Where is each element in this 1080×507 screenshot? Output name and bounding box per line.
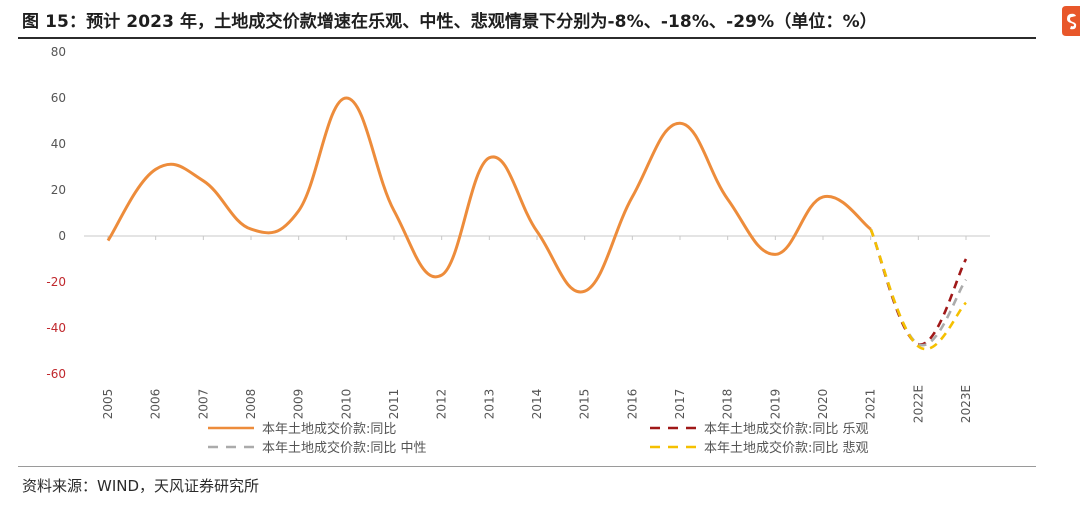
x-tick-label: 2011 <box>387 389 401 420</box>
x-tick-label: 2017 <box>673 389 687 420</box>
x-tick-label: 2012 <box>435 389 449 420</box>
chart-title: 图 15：预计 2023 年，土地成交价款增速在乐观、中性、悲观情景下分别为-8… <box>22 12 877 32</box>
x-tick-label: 2019 <box>768 389 782 420</box>
footer-divider <box>18 466 1036 467</box>
y-axis-ticks: 80 60 40 20 0 -20 -40 -60 <box>46 45 66 381</box>
x-axis: 2005 2006 2007 2008 2009 2010 2011 2012 2013 2014… <box>84 235 990 423</box>
x-tick-label: 2006 <box>149 389 163 420</box>
legend-label-2: 本年土地成交价款:同比 中性 <box>262 440 427 456</box>
y-tick-label: 20 <box>51 183 66 197</box>
x-tick-label: 2010 <box>339 389 353 420</box>
legend-label-3: 本年土地成交价款:同比 悲观 <box>704 440 869 456</box>
y-tick-label: -60 <box>46 367 66 381</box>
source-note: 资料来源：WIND，天风证券研究所 <box>22 477 260 495</box>
x-tick-label: 2015 <box>578 389 592 420</box>
y-tick-label: -20 <box>46 275 66 289</box>
x-tick-label: 2020 <box>816 389 830 420</box>
series-line-1 <box>869 228 968 346</box>
y-tick-label: 40 <box>51 137 66 151</box>
x-tick-label: 2016 <box>625 389 639 420</box>
x-tick-label: 2007 <box>196 389 210 420</box>
x-tick-label: 2014 <box>530 389 544 420</box>
y-tick-label: 80 <box>51 45 66 59</box>
x-tick-label: 2013 <box>482 389 496 420</box>
y-tick-label: 0 <box>58 229 66 243</box>
x-tick-label: 2023E <box>959 385 973 423</box>
series-line-0 <box>106 96 872 294</box>
legend-label-1: 本年土地成交价款:同比 乐观 <box>704 421 869 437</box>
x-tick-label: 2005 <box>101 389 115 420</box>
x-tick-label: 2022E <box>911 385 925 423</box>
title-divider <box>18 37 1036 39</box>
series-line-2 <box>869 228 968 347</box>
legend-label-0: 本年土地成交价款:同比 <box>262 421 396 437</box>
series-layer <box>106 96 968 351</box>
series-line-3 <box>869 228 967 351</box>
x-tick-label: 2009 <box>292 389 306 420</box>
y-tick-label: -40 <box>46 321 66 335</box>
x-tick-label: 2021 <box>864 389 878 420</box>
x-tick-label: 2008 <box>244 389 258 420</box>
brand-logo-icon <box>1062 6 1080 36</box>
x-tick-label: 2018 <box>721 389 735 420</box>
y-tick-label: 60 <box>51 91 66 105</box>
